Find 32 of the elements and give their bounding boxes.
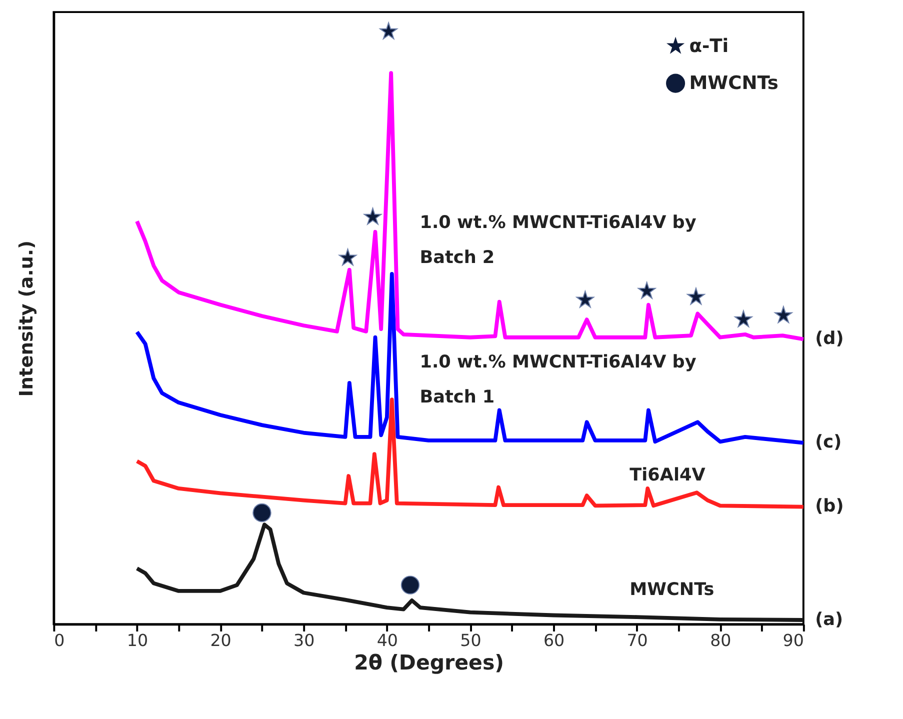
x-tick-label: 50 bbox=[460, 631, 482, 650]
x-axis-title: 2θ (Degrees) bbox=[354, 650, 504, 675]
point bbox=[638, 282, 656, 299]
x-tick-label: 40 bbox=[376, 631, 398, 650]
series-label: Ti6Al4V bbox=[630, 466, 706, 486]
x-tick-label: 70 bbox=[626, 631, 648, 650]
series-label: MWCNTs bbox=[630, 580, 714, 600]
series-label: 1.0 wt.% MWCNT-Ti6Al4V by Batch 1 bbox=[420, 352, 697, 408]
point bbox=[252, 503, 272, 522]
x-tick-label: 10 bbox=[126, 631, 148, 650]
text: (d) bbox=[815, 329, 844, 350]
point bbox=[774, 306, 792, 324]
point bbox=[734, 310, 752, 328]
text: (b) bbox=[815, 496, 844, 517]
point bbox=[687, 288, 705, 305]
series-label: 1.0 wt.% MWCNT-Ti6Al4V by Batch 2 bbox=[420, 212, 697, 268]
point bbox=[338, 248, 357, 266]
point bbox=[576, 290, 594, 308]
point bbox=[400, 576, 420, 594]
text: (c) bbox=[815, 432, 842, 453]
x-tick-label: 60 bbox=[543, 631, 565, 650]
x-tick-label: 90 bbox=[782, 631, 804, 650]
point bbox=[364, 208, 382, 225]
x-tick-label: 0 bbox=[54, 631, 65, 650]
legend-label: MWCNTs bbox=[689, 73, 778, 94]
x-tick-label: 80 bbox=[710, 631, 732, 650]
y-axis-title: Intensity (a.u.) bbox=[16, 240, 38, 397]
text: (a) bbox=[815, 610, 844, 630]
x-tick-label: 20 bbox=[210, 631, 232, 650]
point bbox=[380, 22, 398, 40]
legend-label: α-Ti bbox=[689, 36, 729, 58]
x-tick-label: 30 bbox=[294, 631, 315, 650]
